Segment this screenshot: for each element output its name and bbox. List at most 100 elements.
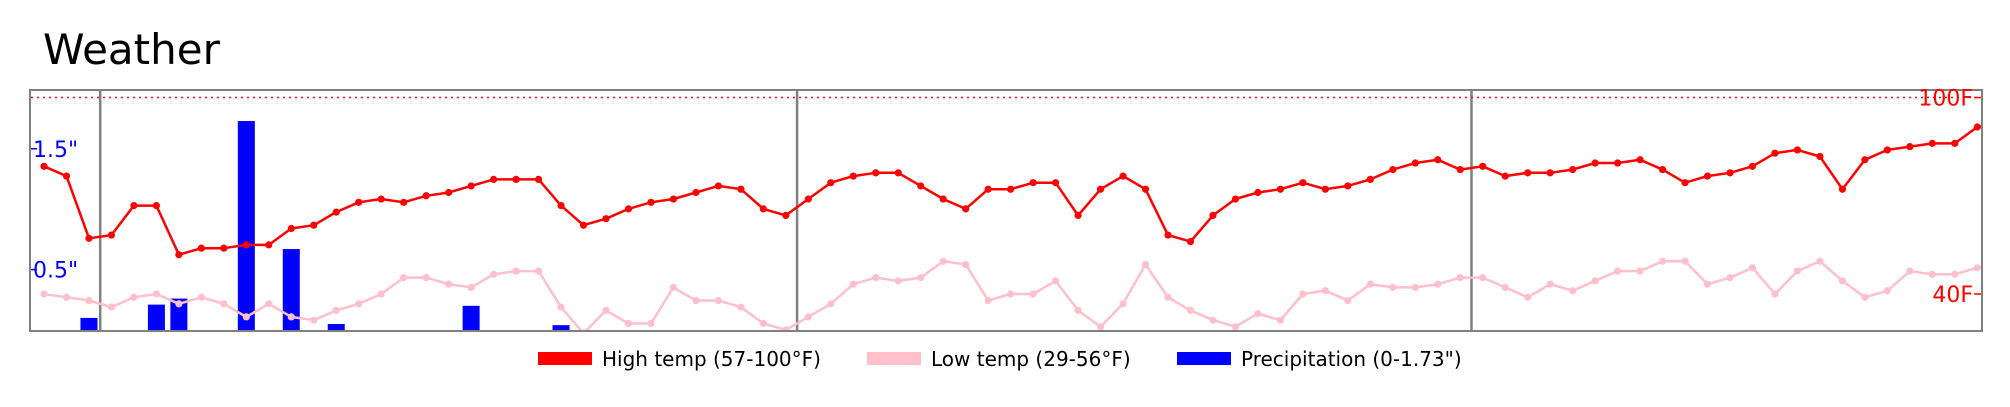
legend-label-precip: Precipitation (0-1.73") <box>1241 347 1462 371</box>
low-temp-point <box>1254 310 1262 318</box>
low-temp-point <box>602 306 610 314</box>
high-temp-point <box>1119 172 1127 180</box>
high-temp-point <box>1816 152 1824 161</box>
low-temp-point <box>1074 306 1082 314</box>
precip-bar <box>80 317 98 330</box>
legend: High temp (57-100°F) Low temp (29-56°F) … <box>538 347 1462 371</box>
precip-bar <box>237 121 255 330</box>
low-temp-point <box>130 293 138 301</box>
high-temp-point <box>1524 169 1532 177</box>
high-temp-point <box>1906 143 1914 151</box>
low-temp-point <box>1524 293 1532 301</box>
high-temp-point <box>130 201 138 210</box>
high-temp-point <box>1411 159 1419 167</box>
low-temp-point <box>1748 264 1757 272</box>
low-temp-point <box>1636 267 1644 275</box>
low-temp-point <box>107 303 116 311</box>
high-temp-point <box>1861 156 1869 164</box>
low-temp-point <box>242 313 250 321</box>
low-temp-point <box>692 296 700 305</box>
low-temp-point <box>1928 270 1936 278</box>
low-temp-point <box>1658 257 1667 265</box>
high-temp-point <box>332 208 340 216</box>
low-temp-point <box>355 300 363 308</box>
low-temp-point <box>1546 280 1554 288</box>
low-temp-point <box>939 257 947 265</box>
high-temp-point <box>962 205 970 213</box>
low-temp-point <box>85 296 93 305</box>
high-temp-point <box>1793 146 1802 154</box>
low-temp-line <box>43 259 1981 330</box>
precip-tick-label: 0.5" <box>33 259 78 284</box>
low-temp-point <box>422 274 430 282</box>
low-temp-point <box>737 303 745 311</box>
precip-bar <box>147 304 165 330</box>
high-temp-point <box>534 175 543 183</box>
high-temp-point <box>1164 231 1172 239</box>
low-temp-point <box>669 283 678 292</box>
low-temp-point <box>1321 287 1329 295</box>
high-temp-point <box>1096 185 1105 193</box>
high-temp-point <box>1636 156 1644 164</box>
low-temp-point <box>1861 293 1869 301</box>
high-temp-point <box>512 175 520 183</box>
high-temp-point <box>377 195 385 203</box>
high-temp-point <box>1231 195 1240 203</box>
low-temp-point <box>1726 274 1734 282</box>
high-temp-point <box>692 188 700 197</box>
high-temp-point <box>1501 172 1509 180</box>
low-temp-point <box>1299 290 1307 298</box>
high-temp-point <box>1726 169 1734 177</box>
low-temp-point <box>827 300 835 308</box>
low-temp-point <box>1501 283 1509 292</box>
low-temp-point <box>1838 277 1846 285</box>
low-temp-point <box>1703 280 1712 288</box>
legend-swatch-precip <box>1177 352 1231 365</box>
high-temp-point <box>647 198 655 206</box>
low-temp-point <box>197 293 205 301</box>
high-temp-point <box>1141 185 1150 193</box>
precip-bar <box>327 323 345 330</box>
low-temp-point <box>332 306 340 314</box>
low-temp-point <box>1479 274 1487 282</box>
high-temp-point <box>1951 139 1959 147</box>
legend-label-low: Low temp (29-56°F) <box>931 347 1131 371</box>
high-temp-point <box>557 201 565 210</box>
high-temp-point <box>175 251 183 259</box>
low-temp-point <box>377 290 385 298</box>
low-temp-point <box>759 319 767 328</box>
precipitation-bars <box>80 121 570 330</box>
high-temp-point <box>242 241 250 249</box>
low-temp-point <box>1119 300 1127 308</box>
temp-tick-label: 100F <box>1918 87 1973 112</box>
high-temp-point <box>759 205 767 213</box>
high-temp-point <box>445 188 453 197</box>
high-temp-point <box>1209 211 1217 220</box>
low-temp-point <box>490 270 498 278</box>
low-temp-point <box>400 274 408 282</box>
high-temp-point <box>1703 172 1712 180</box>
low-temp-point <box>1614 267 1622 275</box>
low-temp-point <box>1434 280 1442 288</box>
low-temp-point <box>1456 274 1464 282</box>
high-temp-point <box>1569 165 1577 174</box>
high-temp-point <box>804 195 812 203</box>
high-temp-point <box>1838 185 1846 193</box>
high-temp-point <box>737 185 745 193</box>
low-temp-point <box>714 296 723 305</box>
low-temp-point <box>1366 280 1374 288</box>
high-temp-point <box>490 175 498 183</box>
legend-label-high: High temp (57-100°F) <box>602 347 821 371</box>
high-temp-point <box>669 195 678 203</box>
low-temp-point <box>782 326 790 330</box>
axis-ticks: 1.5" 0.5" 100F 40F <box>31 87 1981 308</box>
low-temp-point <box>1906 267 1914 275</box>
high-temp-point <box>197 244 205 252</box>
low-temp-point <box>1389 283 1397 292</box>
high-temp-point <box>872 169 880 177</box>
precip-bar <box>170 298 188 330</box>
high-temp-point <box>1276 185 1284 193</box>
low-temp-point <box>1231 323 1240 330</box>
low-temp-point <box>624 319 633 328</box>
high-temp-point <box>1344 182 1352 190</box>
